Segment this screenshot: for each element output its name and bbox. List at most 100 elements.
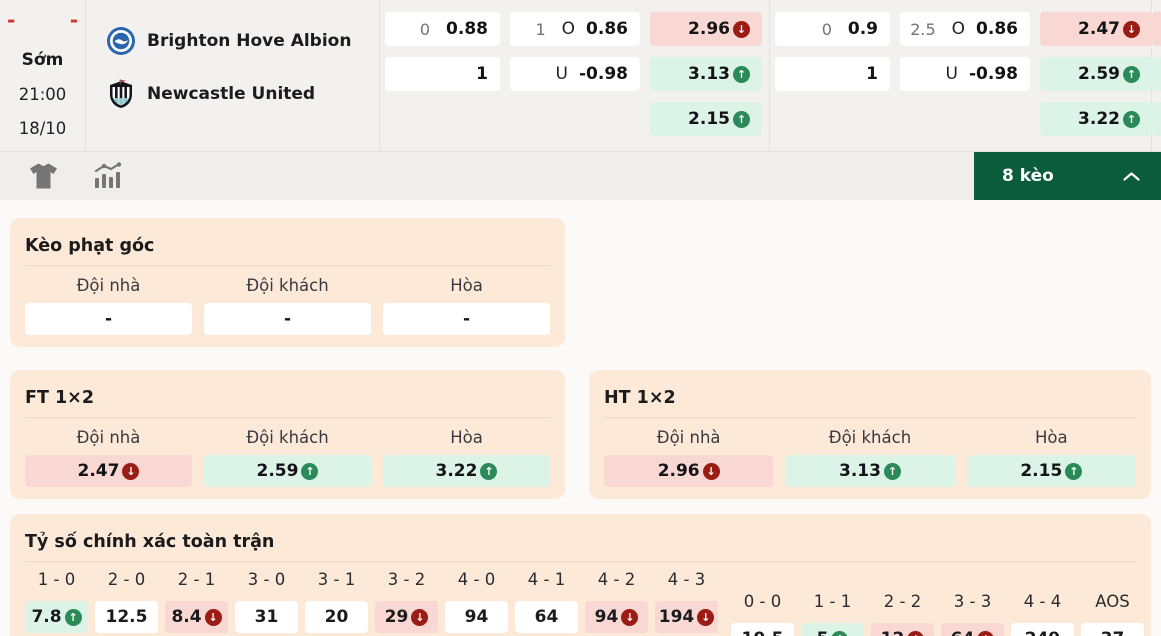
score-column: 4 - 0 94 bbox=[445, 570, 508, 636]
odds-value: 3.13 bbox=[839, 461, 881, 481]
column-header-home: Đội nhà bbox=[76, 276, 141, 295]
odds-value: 2.59 bbox=[256, 461, 299, 481]
correct-score-card: Tỷ số chính xác toàn trận 1 - 0 7.8 2 - 0 1… bbox=[10, 514, 1151, 636]
home-team-row[interactable]: Brighton Hove Albion bbox=[106, 26, 379, 56]
odds-value: 3.13 bbox=[688, 64, 730, 84]
score-label: 4 - 1 bbox=[527, 570, 566, 589]
score-column: 0 - 0 10.5 bbox=[731, 592, 794, 636]
odds-value: 8.4 bbox=[171, 607, 202, 627]
score-odds-cell[interactable]: 64 bbox=[515, 601, 578, 633]
score-label: 2 - 1 bbox=[177, 570, 216, 589]
handicap-away-odds-cell[interactable]: 1 bbox=[775, 57, 890, 91]
trend-icon bbox=[702, 462, 720, 480]
score-odds-cell[interactable]: 7.8 bbox=[25, 601, 88, 633]
score-odds-cell[interactable]: 10.5 bbox=[731, 623, 794, 636]
corner-away-odds-cell[interactable]: - bbox=[204, 303, 371, 335]
score-odds-cell[interactable]: 12.5 bbox=[95, 601, 158, 633]
trend-icon bbox=[733, 20, 750, 38]
kickoff-time: 21:00 bbox=[18, 85, 67, 104]
under-odds-cell[interactable]: U -0.98 bbox=[510, 57, 640, 91]
trend-icon bbox=[883, 462, 901, 480]
score-odds-cell[interactable]: 94 bbox=[445, 601, 508, 633]
away-win-odds-cell[interactable]: 2.59 bbox=[1040, 57, 1152, 91]
odds-value: 64 bbox=[534, 607, 559, 627]
handicap-home-odds-cell[interactable]: 0 0.9 bbox=[775, 12, 890, 46]
ft-home-odds-cell[interactable]: 2.47 bbox=[25, 455, 192, 487]
score-odds-cell[interactable]: 31 bbox=[235, 601, 298, 633]
brighton-logo-icon bbox=[106, 26, 136, 56]
card-title: HT 1×2 bbox=[604, 383, 1136, 418]
trend-icon bbox=[733, 65, 750, 83]
score-label: 1 - 0 bbox=[37, 570, 76, 589]
total-line: 1 bbox=[535, 19, 546, 39]
total-line: 2.5 bbox=[910, 19, 936, 39]
score-odds-cell[interactable]: 20 bbox=[305, 601, 368, 633]
teams-column: Brighton Hove Albion Newcastle Uni bbox=[86, 0, 380, 151]
odds-value: 94 bbox=[594, 607, 619, 627]
score-odds-cell[interactable]: 194 bbox=[655, 601, 718, 633]
ft-away-odds-cell[interactable]: 2.59 bbox=[204, 455, 371, 487]
card-title: Tỷ số chính xác toàn trận bbox=[25, 527, 1136, 562]
ht-draw-odds-cell[interactable]: 2.15 bbox=[966, 455, 1136, 487]
odds-value: -0.98 bbox=[579, 64, 628, 84]
away-team-row[interactable]: Newcastle United bbox=[106, 79, 379, 109]
odds-count-toggle-button[interactable]: 8 kèo bbox=[974, 152, 1161, 200]
ht-home-odds-cell[interactable]: 2.96 bbox=[604, 455, 774, 487]
score-odds-cell[interactable]: 29 bbox=[375, 601, 438, 633]
handicap-line: 0 bbox=[821, 19, 832, 39]
draw-odds-cell[interactable]: 3.22 bbox=[1040, 102, 1152, 136]
odds-value: 12.5 bbox=[105, 607, 148, 627]
trend-icon bbox=[480, 462, 498, 480]
corner-draw-odds-cell[interactable]: - bbox=[383, 303, 550, 335]
trend-icon bbox=[204, 608, 222, 626]
odds-value: 249 bbox=[1025, 629, 1061, 636]
under-label: U bbox=[945, 64, 958, 84]
odds-value: 2.47 bbox=[1078, 19, 1120, 39]
over-label: O bbox=[951, 19, 966, 39]
column-header-home: Đội nhà bbox=[656, 428, 721, 447]
handicap-home-odds-cell[interactable]: 0 0.88 bbox=[385, 12, 500, 46]
score-label: 2 - 0 bbox=[107, 570, 146, 589]
score-column: 1 - 0 7.8 bbox=[25, 570, 88, 636]
ft-draw-odds-cell[interactable]: 3.22 bbox=[383, 455, 550, 487]
score-odds-cell[interactable]: 37 bbox=[1081, 623, 1144, 636]
over-odds-cell[interactable]: 2.5 O 0.86 bbox=[900, 12, 1030, 46]
odds-value: 2.15 bbox=[1020, 461, 1063, 481]
toolbar: 8 kèo bbox=[0, 152, 1161, 200]
odds-value: 194 bbox=[658, 607, 695, 627]
home-win-odds-cell[interactable]: 2.96 bbox=[650, 12, 762, 46]
jersey-icon[interactable] bbox=[28, 162, 59, 190]
odds-value: 12 bbox=[881, 629, 905, 636]
score-odds-cell[interactable]: 5 bbox=[801, 623, 864, 636]
trend-icon bbox=[1065, 462, 1083, 480]
odds-value: 0.86 bbox=[586, 19, 628, 39]
over-odds-cell[interactable]: 1 O 0.86 bbox=[510, 12, 640, 46]
score-odds-cell[interactable]: 249 bbox=[1011, 623, 1074, 636]
corner-home-odds-cell[interactable]: - bbox=[25, 303, 192, 335]
odds-value: 31 bbox=[254, 607, 279, 627]
score-odds-cell[interactable]: 8.4 bbox=[165, 601, 228, 633]
away-win-odds-cell[interactable]: 3.13 bbox=[650, 57, 762, 91]
score-odds-cell[interactable]: 94 bbox=[585, 601, 648, 633]
score-odds-cell[interactable]: 12 bbox=[871, 623, 934, 636]
odds-value: 3.22 bbox=[1078, 109, 1120, 129]
under-odds-cell[interactable]: U -0.98 bbox=[900, 57, 1030, 91]
odds-value: 2.59 bbox=[1078, 64, 1120, 84]
home-win-odds-cell[interactable]: 2.47 bbox=[1040, 12, 1152, 46]
draw-odds-cell[interactable]: 2.15 bbox=[650, 102, 762, 136]
handicap-away-odds-cell[interactable]: 1 bbox=[385, 57, 500, 91]
match-time-column: - - Sớm 21:00 18/10 bbox=[0, 0, 86, 151]
score-odds-cell[interactable]: 64 bbox=[941, 623, 1004, 636]
column-header-draw: Hòa bbox=[450, 276, 483, 295]
ht-away-odds-cell[interactable]: 3.13 bbox=[785, 455, 955, 487]
odds-value: 2.96 bbox=[657, 461, 700, 481]
trend-icon bbox=[122, 462, 140, 480]
over-label: O bbox=[561, 19, 576, 39]
ft-1x2-card: FT 1×2 Đội nhà Đội khách Hòa 2.47 2.59 bbox=[10, 370, 565, 499]
stats-icon[interactable] bbox=[91, 162, 125, 190]
column-header-home: Đội nhà bbox=[76, 428, 141, 447]
odds-value: 0.88 bbox=[446, 19, 488, 39]
score-column: 3 - 0 31 bbox=[235, 570, 298, 636]
trend-icon bbox=[1123, 20, 1140, 38]
score-column: AOS 37 bbox=[1081, 592, 1144, 636]
